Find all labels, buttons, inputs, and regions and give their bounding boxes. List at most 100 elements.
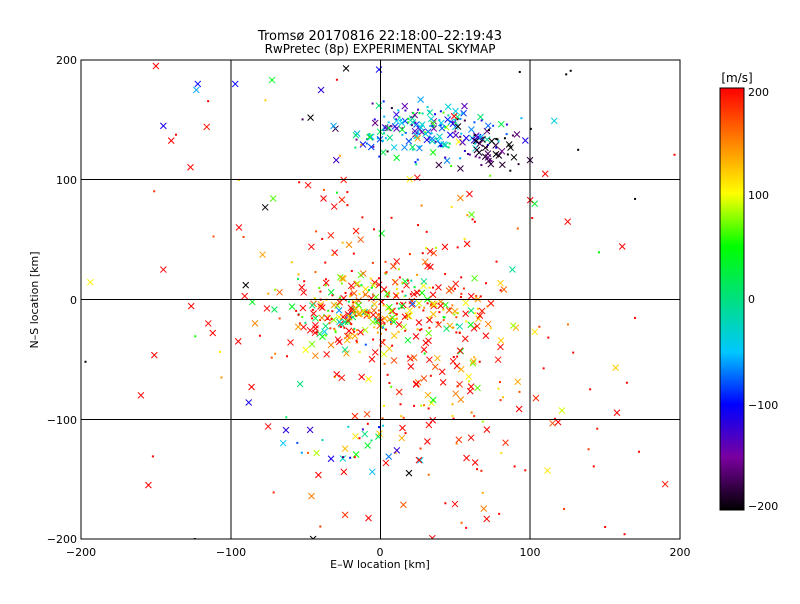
data-point [481,420,484,423]
data-point-x [279,439,287,447]
data-point [371,261,374,264]
data-point [453,313,456,316]
data-point-x [268,76,276,84]
data-point [417,108,420,111]
data-point-x [418,121,426,129]
data-point [331,294,334,297]
data-point-x [271,306,278,313]
data-point [373,326,376,329]
data-point [385,328,388,331]
data-point [459,157,462,160]
data-point-x [338,374,346,382]
data-point-x [383,290,391,298]
data-point [496,138,499,141]
data-point [355,329,358,332]
data-point-x [444,116,452,123]
data-point [274,288,277,291]
data-point-x [410,290,418,298]
data-point-x [463,240,471,248]
data-point [368,289,371,292]
data-point-x [497,337,505,344]
y-tick-label: 0 [70,294,77,307]
data-point [350,292,353,295]
data-point-x [367,133,375,141]
data-point-x [470,136,478,144]
data-point [372,338,375,341]
data-point [478,360,481,363]
data-point [355,339,358,342]
data-point-x [488,137,496,145]
data-point [297,278,300,281]
data-point [396,292,399,295]
data-point-x [352,432,359,440]
data-point [460,292,463,295]
data-point [444,273,447,276]
data-point [418,329,421,332]
data-point [431,124,434,127]
data-point-x [152,62,160,70]
data-point [589,388,592,391]
data-point-x [487,300,495,307]
data-point-x [330,122,337,130]
data-point-x [429,300,436,308]
data-point [486,305,489,308]
data-point-x [378,230,386,237]
data-point-x [443,325,450,333]
data-point-x [420,278,428,285]
x-tick-label: −100 [216,546,246,559]
colorbar [719,87,745,511]
data-point-x [371,348,379,356]
data-point-x [515,405,523,413]
data-point [418,112,421,115]
data-point-x [334,336,342,343]
data-point [462,287,465,290]
data-point-x [294,323,302,331]
data-point-x [342,65,350,72]
data-point [438,118,441,121]
data-point-x [544,467,551,474]
data-point-x [428,137,436,145]
data-point-x [422,339,430,347]
data-point [638,450,641,453]
data-point [401,127,404,130]
data-point [364,343,367,346]
data-point [373,228,376,231]
data-point [218,350,221,353]
data-point-x [203,123,211,131]
data-point-x [145,481,152,489]
data-point [422,309,425,312]
data-point [430,132,433,135]
data-point-x [384,124,392,132]
data-point [322,188,325,191]
data-point [358,437,361,440]
data-point-x [347,282,355,290]
data-point-x [531,200,539,208]
data-point [339,154,342,157]
y-axis: 200 100 0 −100 −200 [47,54,77,546]
data-point-x [386,316,394,323]
data-point [426,302,429,305]
data-point [409,293,412,296]
data-point-x [382,459,390,467]
colorbar-tick-label: −200 [748,500,778,513]
data-point [315,331,318,334]
data-point [456,355,459,358]
data-point-x [484,122,492,130]
data-point-x [251,320,259,327]
data-point-x [408,115,416,122]
data-point [463,149,466,152]
data-point-x [339,455,347,462]
data-point-x [521,137,529,144]
data-point [364,311,367,314]
data-point [407,279,410,282]
data-point [350,287,353,290]
data-point-x [429,291,437,299]
data-point [495,146,498,149]
data-point-x [296,380,304,388]
data-point [463,237,466,240]
data-point-x [480,505,488,512]
data-point-x [393,154,400,162]
data-point-x [336,274,344,281]
data-point-x [455,436,463,444]
